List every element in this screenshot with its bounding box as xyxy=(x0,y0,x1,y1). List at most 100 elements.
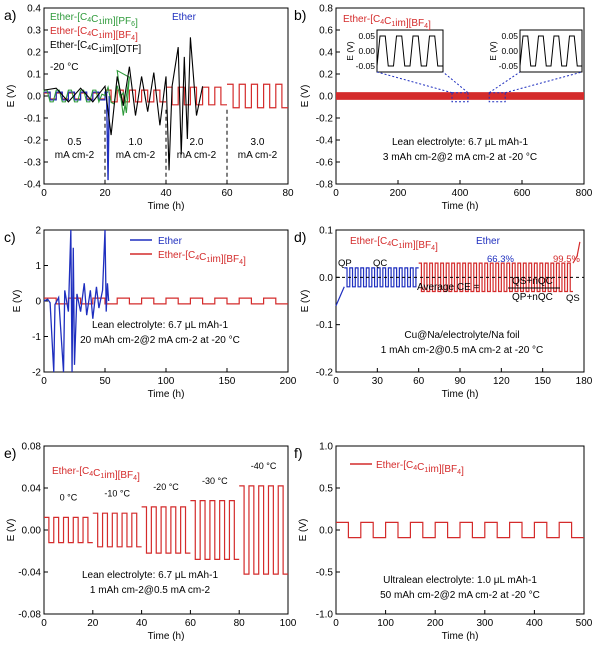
electrolyte-note: Lean electrolyte: 6.7 μL mAh-1 xyxy=(92,320,228,331)
x-tick-label: 0 xyxy=(41,188,47,199)
legend-bf4: Ether-[C4C1im][BF4] xyxy=(376,460,464,477)
electrolyte-note: Lean electrolyte: 6.7 μL mAh-1 xyxy=(82,570,218,581)
x-tick-label: 60 xyxy=(221,188,233,199)
series-bf4-line xyxy=(166,86,227,106)
temperature-label: -40 °C xyxy=(251,461,277,471)
x-tick-label: 0 xyxy=(333,188,339,199)
y-tick-label: 1 xyxy=(35,261,41,272)
panel-a: 0 20 40 60 80 -0.4 -0.3 -0.2 -0.1 0.0 0.1 0.2 0.3 0.4… xyxy=(4,4,294,213)
x-tick-label: 20 xyxy=(87,618,99,629)
inset-y-tick-label: -0.05 xyxy=(499,61,519,71)
y-tick-label: 0.3 xyxy=(27,26,41,37)
current-density-unit: mA cm-2 xyxy=(238,150,278,161)
y-tick-label: 0.1 xyxy=(27,70,41,81)
x-tick-label: 0 xyxy=(333,376,339,387)
cycling-condition: 1 mAh cm-2@0.5 mA cm-2 xyxy=(90,585,211,596)
x-tick-label: 100 xyxy=(377,618,394,629)
y-tick-label: -1.0 xyxy=(316,610,334,621)
inset-y-tick-label: 0.05 xyxy=(501,31,518,41)
x-tick-label: 60 xyxy=(185,618,197,629)
y-axis-label: E (V) xyxy=(300,85,311,108)
y-tick-label: 0.5 xyxy=(319,484,333,495)
cycling-condition: 1 mAh cm-2@0.5 mA cm-2 at -20 °C xyxy=(381,345,544,356)
legend-bf4: Ether-[C4C1im][BF4] xyxy=(52,466,140,483)
y-tick-label: -0.08 xyxy=(18,610,41,621)
average-ce-label: Average CE = xyxy=(417,282,480,293)
y-tick-label: -0.8 xyxy=(316,180,334,191)
zoom-connector xyxy=(442,71,469,94)
x-axis-label: Time (h) xyxy=(148,631,185,642)
y-tick-label: 0.0 xyxy=(319,92,333,103)
cycling-condition: 20 mAh cm-2@2 mA cm-2 at -20 °C xyxy=(80,335,240,346)
series-ether-failure xyxy=(105,92,110,181)
y-tick-label: 2 xyxy=(35,226,41,237)
y-tick-label: 0.6 xyxy=(319,26,333,37)
series-bf4-line xyxy=(92,512,142,548)
y-tick-label: 0.0 xyxy=(319,273,333,284)
temperature-label: -20 °C xyxy=(50,62,78,73)
zoom-connector xyxy=(505,71,583,94)
x-tick-label: 40 xyxy=(160,188,172,199)
temperature-label: -30 °C xyxy=(202,476,228,486)
x-tick-label: 200 xyxy=(427,618,444,629)
panel-b: 0 200 400 600 800 -0.8 -0.6 -0.4 -0.2 0.0 0.2 0.4 0.… xyxy=(294,4,593,213)
current-density-value: 1.0 xyxy=(129,137,143,148)
y-tick-label: -0.1 xyxy=(316,320,334,331)
series-bf4-band xyxy=(336,92,584,100)
x-tick-label: 400 xyxy=(526,618,543,629)
zoom-connector xyxy=(488,71,521,94)
x-tick-label: 40 xyxy=(136,618,148,629)
inset-y-tick-label: 0.05 xyxy=(358,31,375,41)
legend-pf6: Ether-[C4C1im][PF6] xyxy=(50,12,138,29)
series-ether-line xyxy=(344,267,419,288)
y-tick-label: -0.4 xyxy=(24,180,42,191)
y-tick-label: -1 xyxy=(32,332,41,343)
x-tick-label: 0 xyxy=(333,618,339,629)
current-density-value: 0.5 xyxy=(68,137,82,148)
panel-d: 0 30 60 90 120 150 180 -0.2 -0.1 0.0 0.1 Time (h) E … xyxy=(294,226,593,401)
x-tick-label: 80 xyxy=(234,618,246,629)
series-bf4-line xyxy=(141,506,191,554)
y-axis-label: E (V) xyxy=(12,290,23,313)
ether-ce-value: 66.3% xyxy=(487,254,514,265)
zoom-region xyxy=(451,92,469,103)
legend-otf: Ether-[C4C1im][OTF] xyxy=(50,40,141,55)
current-density-unit: mA cm-2 xyxy=(177,150,217,161)
y-tick-label: 0.2 xyxy=(27,48,41,59)
y-tick-label: -0.5 xyxy=(316,568,334,579)
series-bf4-line xyxy=(44,516,93,544)
x-tick-label: 500 xyxy=(576,618,593,629)
current-density-unit: mA cm-2 xyxy=(116,150,156,161)
series-bf4-line xyxy=(44,297,288,305)
legend-ether: Ether xyxy=(158,236,183,247)
y-tick-label: -0.4 xyxy=(316,136,334,147)
panel-label: e) xyxy=(4,445,16,461)
x-tick-label: 90 xyxy=(454,376,466,387)
panel-c: 0 50 100 150 200 -2 -1 0 1 2 Time (h) E (V) c) Ether L… xyxy=(4,226,297,401)
legend-bf4: Ether-[C4C1im][BF4] xyxy=(343,14,431,31)
series-bf4-line xyxy=(190,500,240,560)
y-tick-label: 0.0 xyxy=(319,526,333,537)
x-tick-label: 400 xyxy=(452,188,469,199)
y-tick-label: 0.04 xyxy=(22,484,42,495)
x-axis-label: Time (h) xyxy=(148,389,185,400)
legend-ether: Ether xyxy=(172,12,197,23)
y-axis-label: E (V) xyxy=(300,290,311,313)
electrolyte-note: Ultralean electrolyte: 1.0 μL mAh-1 xyxy=(383,575,537,586)
inset-y-label: E (V) xyxy=(345,41,355,61)
x-axis-label: Time (h) xyxy=(442,201,479,212)
legend-bf4: Ether-[C4C1im][BF4] xyxy=(50,26,138,43)
y-tick-label: 0.8 xyxy=(319,4,333,15)
ce-denominator: QP+nQC xyxy=(512,292,553,303)
zoom-connector xyxy=(376,71,453,94)
x-tick-label: 180 xyxy=(576,376,593,387)
panel-e: 0 20 40 60 80 100 -0.08 -0.04 0.00 0.04 0.08 Time (… xyxy=(4,442,297,643)
x-tick-label: 600 xyxy=(514,188,531,199)
x-axis-label: Time (h) xyxy=(442,631,479,642)
y-tick-label: -0.2 xyxy=(316,368,334,379)
x-tick-label: 200 xyxy=(390,188,407,199)
qp-label: QP xyxy=(338,258,352,269)
series-bf4-line xyxy=(105,89,166,103)
y-tick-label: 0.0 xyxy=(27,92,41,103)
y-tick-label: 1.0 xyxy=(319,442,333,453)
